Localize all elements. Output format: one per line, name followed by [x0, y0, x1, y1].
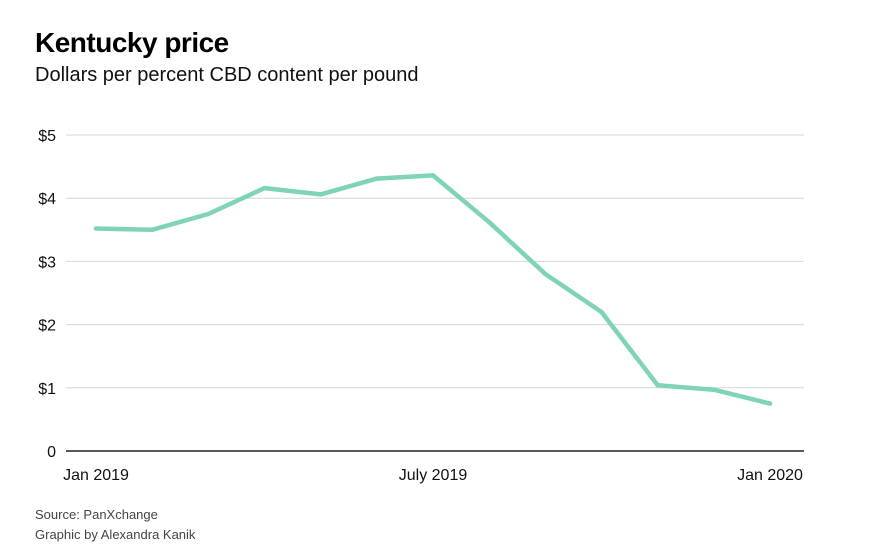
data-point — [767, 401, 773, 406]
data-point — [149, 227, 155, 232]
y-axis-tick-labels: 0 $1 $2 $3 $4 $5 — [38, 128, 56, 461]
y-tick-label: $5 — [38, 128, 56, 145]
data-point — [93, 226, 99, 231]
series-lines — [93, 173, 773, 406]
chart-title: Kentucky price — [35, 27, 229, 58]
chart-subtitle: Dollars per percent CBD content per poun… — [35, 64, 419, 86]
x-tick-label: July 2019 — [399, 467, 468, 484]
data-point — [711, 387, 717, 392]
data-point — [655, 383, 660, 388]
y-tick-label: $1 — [38, 381, 56, 398]
series-line — [93, 173, 773, 406]
y-tick-label: $3 — [38, 254, 56, 271]
x-axis-tick-labels: Jan 2019 July 2019 Jan 2020 — [63, 467, 803, 484]
y-tick-label: $4 — [38, 191, 56, 208]
y-tick-label: 0 — [47, 444, 56, 461]
data-point — [599, 309, 604, 315]
data-point — [318, 192, 323, 197]
y-tick-label: $2 — [38, 318, 56, 335]
data-point — [543, 271, 548, 277]
data-point — [206, 211, 211, 217]
source-note: Source: PanXchange — [35, 507, 158, 522]
data-point — [486, 220, 492, 225]
line-chart: 0 $1 $2 $3 $4 $5 Jan 2019 July 2019 Jan 2020 — [38, 128, 804, 484]
graphic-credit: Graphic by Alexandra Kanik — [35, 527, 196, 542]
gridlines — [66, 134, 804, 452]
data-point — [262, 185, 267, 191]
data-point — [374, 176, 380, 181]
data-point — [430, 173, 436, 178]
x-tick-label: Jan 2019 — [63, 467, 129, 484]
x-tick-label: Jan 2020 — [737, 467, 803, 484]
